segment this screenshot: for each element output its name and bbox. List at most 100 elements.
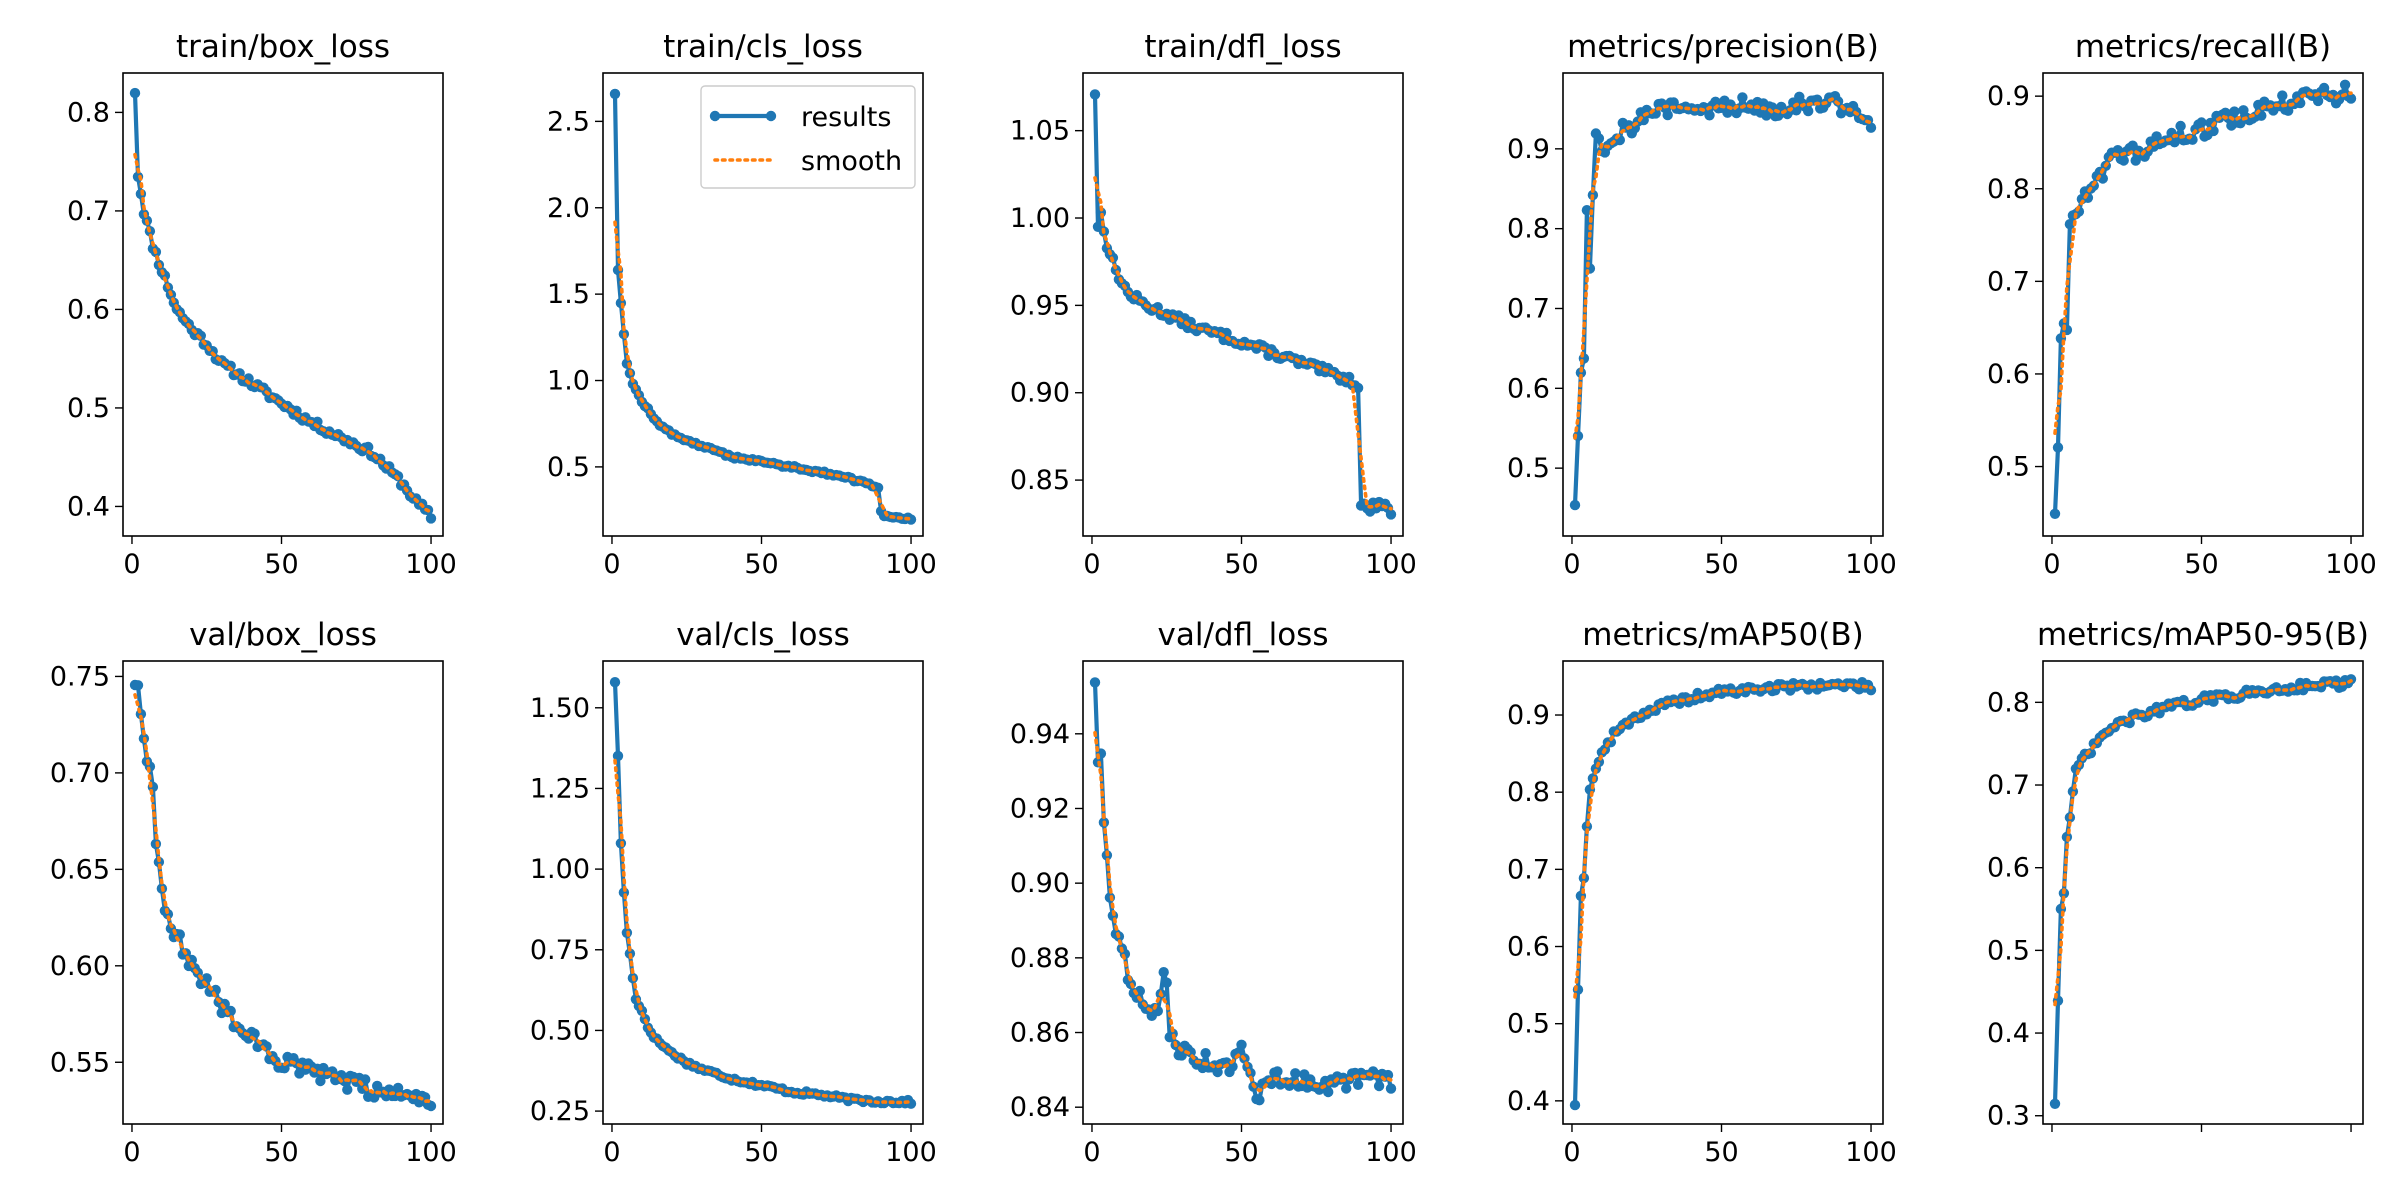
x-tick-label: 50 (264, 549, 298, 580)
results-point (1158, 967, 1169, 978)
results-point (2049, 508, 2061, 519)
chart-title: train/dfl_loss (1144, 29, 1341, 65)
y-tick-label: 0.6 (67, 294, 110, 325)
y-tick-label: 0.9 (1987, 81, 2030, 112)
results-point (1373, 1080, 1385, 1092)
results-point (360, 1074, 371, 1085)
x-tick-label: 50 (264, 1137, 298, 1168)
y-tick-label: 1.50 (530, 693, 590, 724)
axes-frame (1082, 660, 1404, 1125)
x-tick-label: 0 (1563, 549, 1580, 580)
results-point (392, 1082, 404, 1094)
results-point (2049, 1098, 2061, 1110)
results-point (1662, 109, 1673, 121)
smooth-line (1093, 730, 1393, 1093)
smooth-line (1093, 176, 1393, 511)
chart-title: metrics/mAP50-95(B) (2037, 617, 2369, 653)
results-point (1323, 1086, 1334, 1098)
results-point (1865, 685, 1877, 696)
results-point (132, 680, 144, 691)
y-tick-label: 0.86 (1010, 1018, 1070, 1049)
y-tick-label: 0.6 (1987, 359, 2030, 390)
axes-frame (1562, 72, 1884, 537)
y-tick-label: 0.7 (67, 196, 110, 227)
results-point (612, 750, 624, 762)
y-tick-label: 1.00 (530, 854, 590, 885)
results-point (2312, 95, 2324, 107)
results-point (1575, 367, 1587, 378)
axes-frame (602, 660, 924, 1125)
y-tick-label: 1.05 (1010, 116, 1070, 147)
panel-train-cls-loss: train/cls_loss 0 50 100 0.5 1.0 1.5 2.0 2.5 resul… (547, 29, 937, 580)
legend-smooth-label: smooth (801, 146, 902, 177)
x-tick-label: 0 (1083, 549, 1100, 580)
y-tick-label: 0.5 (1507, 1009, 1550, 1040)
smooth-line (133, 152, 433, 515)
results-point (1161, 977, 1172, 988)
results-point (1212, 1066, 1223, 1078)
plot-area (1089, 89, 1397, 520)
smooth-line (133, 692, 433, 1105)
y-tick-label: 0.4 (1507, 1086, 1550, 1117)
y-tick-label: 0.8 (1507, 214, 1550, 245)
smooth-line (1573, 97, 1873, 440)
results-point (425, 1100, 437, 1112)
legend-results-marker (765, 110, 777, 122)
panel-val-dfl-loss: val/dfl_loss 0 50 100 0.84 0.86 0.88 0.90 0.92 0.… (1010, 617, 1417, 1168)
plot-area (2049, 674, 2357, 1110)
x-tick-label: 50 (1704, 549, 1738, 580)
results-point (2118, 155, 2129, 166)
results-point (1236, 1039, 1247, 1051)
results-point (1290, 1068, 1301, 1079)
y-tick-label: 0.8 (67, 97, 110, 128)
results-point (1272, 1066, 1283, 1077)
results-point (1791, 105, 1802, 116)
y-tick-label: 0.50 (530, 1015, 590, 1046)
axes-frame (1082, 72, 1404, 537)
y-tick-label: 0.25 (530, 1096, 590, 1127)
results-point (872, 482, 884, 493)
legend-frame (700, 85, 916, 189)
plot-area (1569, 677, 1877, 1111)
smooth-line (2053, 91, 2353, 436)
results-point (2277, 90, 2288, 101)
x-tick-label: 100 (1845, 1137, 1897, 1168)
y-tick-label: 0.6 (1987, 853, 2030, 884)
y-tick-label: 0.9 (1507, 134, 1550, 165)
results-point (2175, 120, 2186, 132)
results-point (1227, 1061, 1238, 1072)
y-tick-label: 0.65 (50, 854, 110, 885)
x-tick-label: 100 (1365, 1137, 1417, 1168)
x-tick-label: 50 (744, 1137, 778, 1168)
results-point (315, 1075, 326, 1087)
y-tick-label: 0.70 (50, 758, 110, 789)
smooth-line (613, 220, 913, 521)
results-point (1737, 92, 1748, 103)
results-point (1803, 105, 1814, 117)
results-point (129, 87, 141, 99)
y-tick-label: 0.6 (1507, 932, 1550, 963)
y-tick-label: 0.94 (1010, 719, 1070, 750)
y-tick-label: 0.3 (1987, 1101, 2030, 1132)
x-tick-label: 0 (603, 549, 620, 580)
y-tick-label: 0.90 (1010, 868, 1070, 899)
y-tick-label: 0.7 (1507, 293, 1550, 324)
x-tick-label: 100 (405, 549, 457, 580)
x-tick-label: 0 (1563, 1137, 1580, 1168)
chart-title: val/cls_loss (676, 617, 850, 653)
axes-frame (122, 660, 444, 1125)
results-point (1385, 1083, 1397, 1094)
results-point (2052, 442, 2064, 453)
chart-title: metrics/recall(B) (2075, 29, 2331, 65)
x-tick-label: 50 (1704, 1137, 1738, 1168)
results-point (609, 677, 621, 688)
results-point (2345, 93, 2357, 104)
panel-val-cls-loss: val/cls_loss 0 50 100 0.25 0.50 0.75 1.00 1.25 1.… (530, 617, 937, 1168)
x-tick-label: 0 (123, 1137, 140, 1168)
results-point (1593, 133, 1605, 144)
results-point (1200, 1048, 1211, 1059)
chart-title: val/dfl_loss (1158, 617, 1329, 653)
x-tick-label: 100 (1845, 549, 1897, 580)
x-tick-label: 0 (1083, 1137, 1100, 1168)
